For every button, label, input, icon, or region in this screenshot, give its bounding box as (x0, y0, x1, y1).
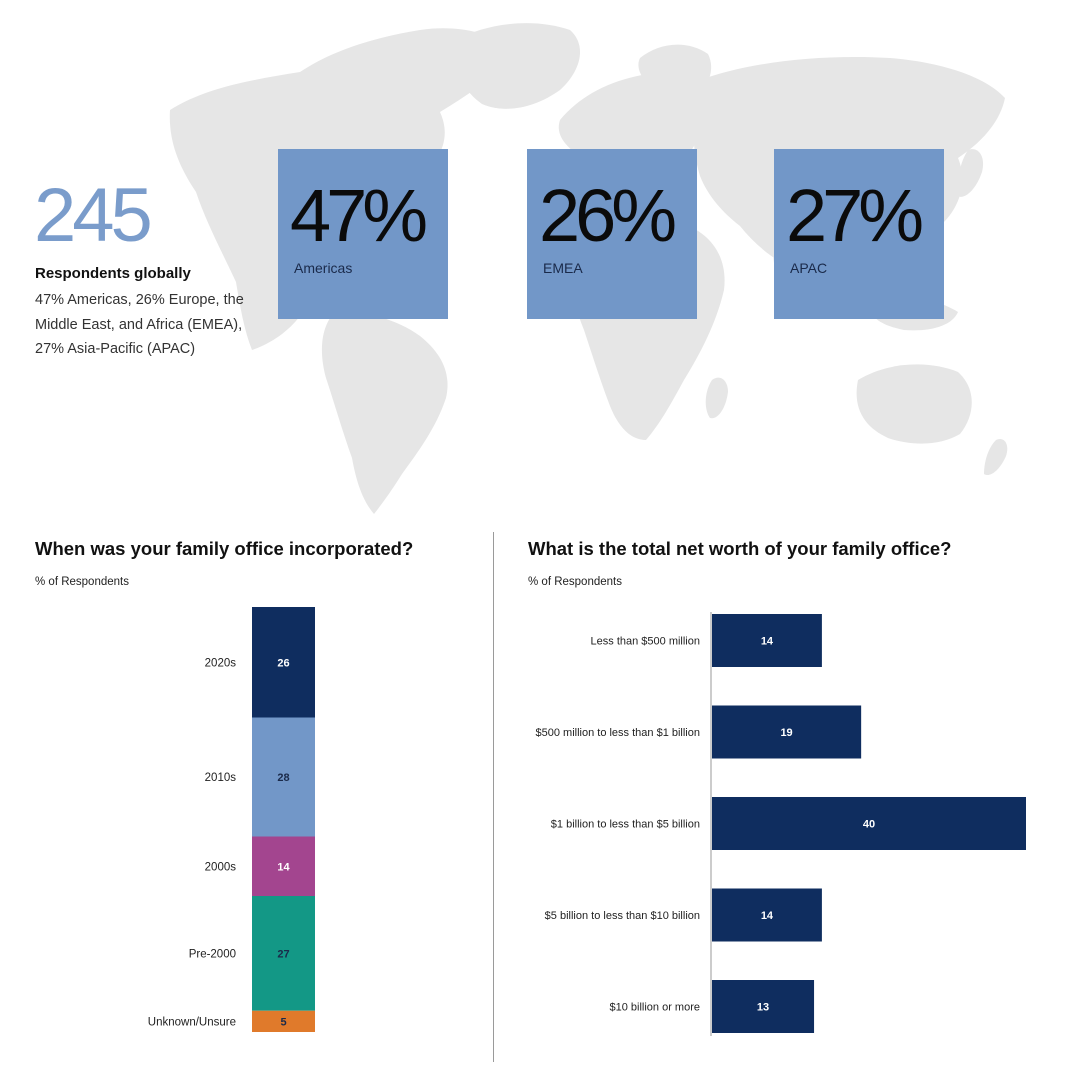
stack-category-label: 2010s (205, 772, 237, 784)
net-worth-value-label: 40 (863, 819, 875, 831)
stack-category-label: 2020s (205, 657, 237, 669)
respondents-description: 47% Americas, 26% Europe, the Middle Eas… (35, 292, 244, 357)
net-worth-value-label: 14 (761, 636, 774, 648)
stack-segment (252, 836, 315, 896)
net-worth-value-label: 19 (780, 727, 792, 739)
stack-value-label: 28 (277, 772, 289, 784)
net-worth-bar (712, 980, 815, 1033)
region-percent: 47% (290, 174, 428, 257)
incorporation-stacked-bar-chart: 26 2020s 28 2010s 14 2000s 27 Pre-2000 5 Unknown/… (148, 607, 315, 1032)
region-name: Americas (294, 260, 353, 276)
japan-shape (957, 149, 984, 197)
region-percent: 27% (786, 174, 924, 257)
net-worth-category-label: $5 billion to less than $10 billion (545, 910, 700, 922)
stack-segment (252, 717, 315, 837)
greenland-shape (453, 23, 581, 109)
region-percent: 26% (539, 174, 677, 257)
region-name: EMEA (543, 260, 583, 276)
stack-category-label: Unknown/Unsure (148, 1016, 236, 1028)
respondents-count: 245 (34, 173, 153, 258)
net-worth-category-label: Less than $500 million (591, 636, 700, 648)
madagascar-shape (705, 377, 728, 419)
net-worth-bar (712, 705, 862, 759)
region-box-americas: 47% Americas (278, 149, 448, 319)
stack-segment (252, 607, 315, 718)
region-box-apac: 27% APAC (774, 149, 944, 319)
stack-segment (252, 1010, 315, 1032)
net-worth-bar (712, 888, 822, 942)
net-worth-chart-title: What is the total net worth of your fami… (528, 538, 952, 559)
net-worth-category-label: $500 million to less than $1 billion (536, 727, 701, 739)
region-name: APAC (790, 260, 828, 276)
net-worth-category-label: $10 billion or more (610, 1002, 701, 1014)
stack-category-label: Pre-2000 (189, 948, 236, 960)
stack-value-label: 14 (277, 861, 290, 873)
respondents-title: Respondents globally (35, 265, 191, 282)
net-worth-value-label: 13 (757, 1002, 769, 1014)
chart-divider (493, 532, 494, 1062)
new-zealand-shape (984, 438, 1008, 476)
net-worth-value-label: 14 (761, 910, 774, 922)
incorporation-chart-title: When was your family office incorporated… (35, 538, 414, 559)
stack-segment (252, 896, 315, 1011)
net-worth-category-label: $1 billion to less than $5 billion (551, 819, 700, 831)
net-worth-chart-subtitle: % of Respondents (528, 576, 622, 588)
stack-value-label: 5 (280, 1016, 286, 1028)
australia-shape (856, 364, 972, 444)
scandinavia-shape (638, 44, 712, 100)
net-worth-horizontal-bar-chart: 14 Less than $500 million 19 $500 million t… (536, 612, 1026, 1036)
net-worth-bar (712, 797, 1026, 850)
stack-value-label: 26 (277, 657, 289, 669)
stack-value-label: 27 (277, 948, 289, 960)
incorporation-chart-subtitle: % of Respondents (35, 576, 129, 588)
net-worth-bar (712, 614, 822, 667)
region-box-emea: 26% EMEA (527, 149, 697, 319)
stack-category-label: 2000s (205, 861, 237, 873)
south-america-shape (321, 314, 448, 514)
